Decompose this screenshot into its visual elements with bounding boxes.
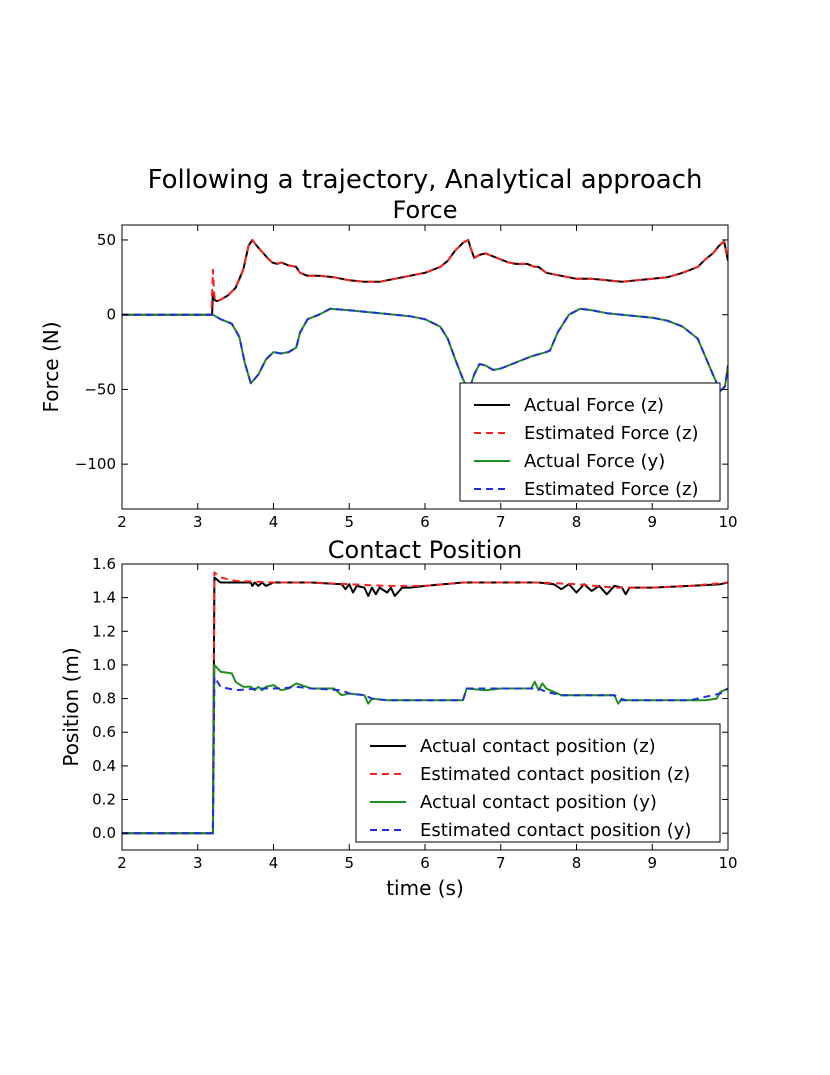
- y-tick-label: 0.6: [92, 723, 116, 741]
- y-tick-label: 0.2: [92, 791, 116, 809]
- y-tick-label: 0.4: [92, 757, 116, 775]
- x-axis-label: time (s): [386, 876, 464, 900]
- x-tick-label: 8: [572, 854, 582, 872]
- legend-entry: Actual Force (z): [524, 395, 664, 416]
- legend-entry: Actual contact position (z): [420, 736, 656, 757]
- legend-entry: Estimated Force (z): [524, 479, 699, 500]
- legend-entry: Estimated contact position (y): [420, 820, 691, 841]
- y-tick-label: 1.6: [92, 555, 116, 573]
- y-tick-label: 0.0: [92, 824, 116, 842]
- x-tick-label: 3: [193, 513, 203, 531]
- x-tick-label: 4: [269, 854, 279, 872]
- chart-2: 2 3 4 5 6 7 8 9 10 0.0 0.2 0.4 0.6 0.8 1.0 1.2 1.4 1.6 Con…: [59, 536, 738, 900]
- y-tick-label: 50: [97, 231, 116, 249]
- y-tick-label: 0.8: [92, 690, 116, 708]
- legend-entry: Estimated contact position (z): [420, 764, 690, 785]
- chart-1: 2 3 4 5 6 7 8 9 10 50 0 −50 −100 Force Force (N) Actual…: [39, 196, 738, 531]
- y-tick-label: 1.0: [92, 656, 116, 674]
- legend-box: [459, 382, 721, 502]
- x-tick-label: 10: [718, 854, 737, 872]
- x-tick-label: 7: [496, 854, 506, 872]
- series-line-2: [122, 238, 728, 316]
- y-tick-label: −100: [75, 455, 116, 473]
- y-tick-label: −50: [84, 380, 116, 398]
- x-tick-label: 7: [496, 513, 506, 531]
- series-line-1: [122, 576, 728, 835]
- y-axis-label: Force (N): [39, 321, 63, 412]
- series-line-4: [122, 307, 728, 392]
- y-tick-label: 0: [106, 306, 116, 324]
- legend: Actual Force (z) Estimated Force (z) Actua…: [459, 382, 721, 502]
- x-tick-label: 6: [420, 513, 430, 531]
- series-line-2: [122, 571, 728, 835]
- y-tick-label: 1.2: [92, 622, 116, 640]
- x-tick-label: 9: [647, 513, 657, 531]
- legend-entry: Actual contact position (y): [420, 792, 657, 813]
- x-tick-label: 9: [647, 854, 657, 872]
- x-tick-label: 2: [117, 854, 127, 872]
- series-line-4: [122, 675, 728, 835]
- legend-entry: Actual Force (y): [524, 451, 665, 472]
- x-tick-label: 2: [117, 513, 127, 531]
- y-tick-label: 1.4: [92, 589, 116, 607]
- legend: Actual contact position (z) Estimated con…: [355, 723, 721, 843]
- x-tick-label: 5: [344, 854, 354, 872]
- series-group: [122, 238, 728, 392]
- x-tick-label: 4: [269, 513, 279, 531]
- figure-title: Following a trajectory, Analytical appro…: [148, 165, 703, 195]
- x-tick-label: 5: [344, 513, 354, 531]
- x-tick-label: 3: [193, 854, 203, 872]
- legend-entry: Estimated Force (z): [524, 423, 699, 444]
- x-tick-label: 6: [420, 854, 430, 872]
- legend-box: [355, 723, 721, 843]
- x-tick-label: 10: [718, 513, 737, 531]
- chart-title: Force: [393, 196, 458, 224]
- series-line-3: [122, 307, 728, 392]
- charts: 2 3 4 5 6 7 8 9 10 50 0 −50 −100 Force Force (N) Actual…: [39, 196, 738, 900]
- x-tick-label: 8: [572, 513, 582, 531]
- chart-title: Contact Position: [328, 536, 522, 564]
- series-group: [122, 571, 728, 835]
- y-axis-label: Position (m): [59, 647, 83, 766]
